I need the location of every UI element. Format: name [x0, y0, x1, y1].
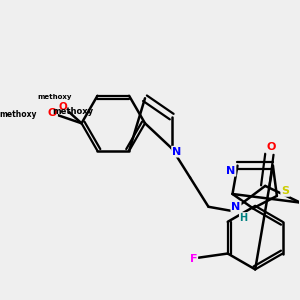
- Text: O: O: [48, 108, 57, 118]
- Text: methoxy: methoxy: [52, 107, 93, 116]
- Text: N: N: [172, 147, 181, 157]
- Text: F: F: [190, 254, 197, 264]
- Text: S: S: [281, 186, 289, 196]
- Text: O: O: [266, 142, 276, 152]
- Text: O: O: [59, 102, 68, 112]
- Text: methoxy: methoxy: [0, 110, 37, 119]
- Text: N: N: [226, 166, 236, 176]
- Text: N: N: [231, 202, 241, 212]
- Text: H: H: [239, 213, 247, 223]
- Text: methoxy: methoxy: [38, 94, 72, 100]
